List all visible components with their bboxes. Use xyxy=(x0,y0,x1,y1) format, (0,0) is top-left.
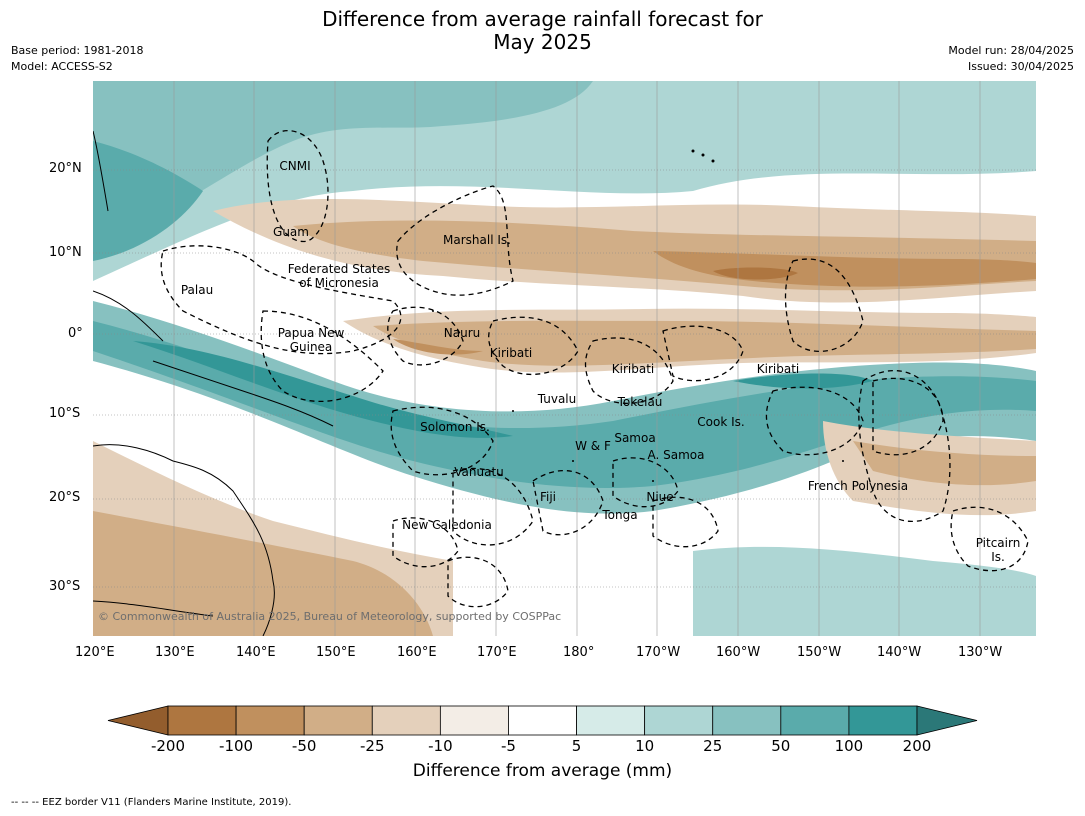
label-pitcairn-1: Pitcairn xyxy=(975,536,1021,550)
colorbar-extend-high xyxy=(916,705,978,736)
label-png-1: Papua New xyxy=(277,326,345,340)
colorbar-tick-label: 10 xyxy=(635,737,655,755)
base-period: Base period: 1981-2018 xyxy=(11,44,144,57)
colorbar-tick-label: 5 xyxy=(571,737,582,755)
rainfall-map: CNMI Guam Marshall Is. Federated States … xyxy=(93,81,1036,636)
lon-label-170w: 170°W xyxy=(636,645,681,660)
colorbar-tick-label: -100 xyxy=(219,737,254,755)
label-american-samoa: A. Samoa xyxy=(647,448,705,462)
label-png-2: Guinea xyxy=(289,340,333,354)
colorbar-tick-label: 200 xyxy=(902,737,932,755)
label-solomon-islands: Solomon Is. xyxy=(420,420,490,434)
colorbar-extend-low xyxy=(107,705,169,736)
label-marshall-islands: Marshall Is. xyxy=(443,233,511,247)
label-cook-islands: Cook Is. xyxy=(697,415,745,429)
colorbar-label: Difference from average (mm) xyxy=(412,761,673,781)
label-kiribati-central: Kiribati xyxy=(611,362,655,376)
label-tuvalu: Tuvalu xyxy=(537,392,577,406)
colorbar-bin xyxy=(371,705,441,736)
label-wallis-futuna: W & F xyxy=(575,439,611,453)
title-line-1: Difference from average rainfall forecas… xyxy=(322,7,763,31)
label-new-caledonia: New Caledonia xyxy=(402,518,492,532)
label-guam: Guam xyxy=(273,225,309,239)
label-nauru: Nauru xyxy=(443,326,481,340)
colorbar-tick-label: -200 xyxy=(150,737,186,755)
label-french-polynesia: French Polynesia xyxy=(807,479,909,493)
label-samoa: Samoa xyxy=(614,431,656,445)
colorbar-tick-label: 100 xyxy=(834,737,864,755)
label-fsm-2: of Micronesia xyxy=(299,276,379,290)
lat-label-20s: 20°S xyxy=(49,490,81,505)
eez-footnote: -- -- -- EEZ border V11 (Flanders Marine… xyxy=(11,797,292,808)
colorbar-bin xyxy=(167,705,237,736)
colorbar-bin xyxy=(235,705,305,736)
lon-label-150e: 150°E xyxy=(316,645,356,660)
colorbar xyxy=(107,705,978,736)
label-kiribati-west: Kiribati xyxy=(489,346,533,360)
lon-label-170e: 170°E xyxy=(477,645,517,660)
lat-label-0: 0° xyxy=(68,326,83,341)
label-cnmi: CNMI xyxy=(279,159,311,173)
model-name: Model: ACCESS-S2 xyxy=(11,60,113,73)
lon-label-150w: 150°W xyxy=(797,645,842,660)
map-title: Difference from average rainfall forecas… xyxy=(0,8,1085,54)
label-fiji: Fiji xyxy=(539,490,557,504)
colorbar-tick-label: -50 xyxy=(291,737,317,755)
meta-left: Base period: 1981-2018 Model: ACCESS-S2 xyxy=(11,43,143,75)
colorbar-bin xyxy=(780,705,850,736)
label-vanuatu: Vanuatu xyxy=(454,465,504,479)
colorbar-bin xyxy=(712,705,782,736)
copyright-text: © Commonwealth of Australia 2025, Bureau… xyxy=(98,610,562,623)
lat-label-20n: 20°N xyxy=(49,161,82,176)
issued-date: Issued: 30/04/2025 xyxy=(967,60,1074,73)
label-fsm-1: Federated States xyxy=(287,262,391,276)
meta-right: Model run: 28/04/2025 Issued: 30/04/2025 xyxy=(948,43,1074,75)
colorbar-bin xyxy=(644,705,714,736)
label-niue: Niue xyxy=(646,490,674,504)
lon-label-120e: 120°E xyxy=(75,645,115,660)
lon-label-130w: 130°W xyxy=(958,645,1003,660)
colorbar-bin xyxy=(303,705,373,736)
lat-label-10s: 10°S xyxy=(49,406,81,421)
lat-label-10n: 10°N xyxy=(49,245,82,260)
title-line-2: May 2025 xyxy=(493,30,592,54)
colorbar-tick-label: 25 xyxy=(703,737,723,755)
colorbar-bin xyxy=(439,705,509,736)
lon-label-160w: 160°W xyxy=(716,645,761,660)
model-run: Model run: 28/04/2025 xyxy=(948,44,1074,57)
lon-label-130e: 130°E xyxy=(155,645,195,660)
colorbar-tick-label: -25 xyxy=(360,737,385,755)
colorbar-bin xyxy=(508,705,577,736)
colorbar-tick-label: -10 xyxy=(428,737,453,755)
colorbar-bin xyxy=(848,705,918,736)
label-tonga: Tonga xyxy=(602,508,638,522)
lat-label-30s: 30°S xyxy=(49,579,81,594)
lon-label-140w: 140°W xyxy=(877,645,922,660)
lon-label-160e: 160°E xyxy=(397,645,437,660)
colorbar-bin xyxy=(576,705,646,736)
map-canvas xyxy=(93,81,1036,636)
lon-label-140e: 140°E xyxy=(236,645,276,660)
label-pitcairn-2: Is. xyxy=(991,550,1005,564)
colorbar-tick-label: -5 xyxy=(500,737,516,755)
lon-label-180: 180° xyxy=(563,645,595,660)
label-tokelau: Tokelau xyxy=(617,395,663,409)
label-kiribati-east: Kiribati xyxy=(756,362,800,376)
label-palau: Palau xyxy=(180,283,214,297)
colorbar-tick-label: 50 xyxy=(771,737,791,755)
